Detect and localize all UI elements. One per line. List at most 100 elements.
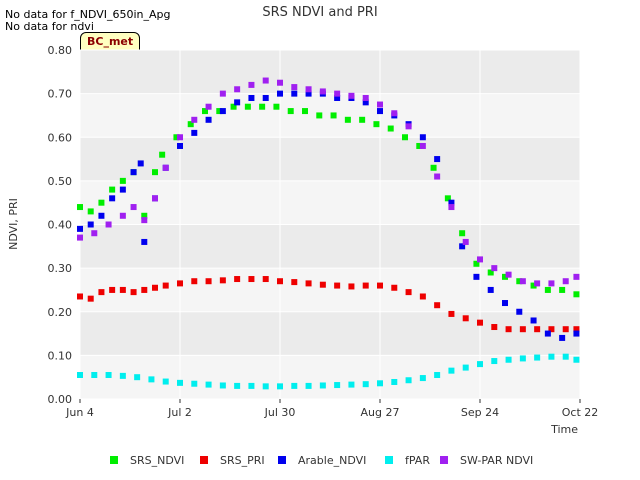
y-tick-label: 0.30 [48,262,73,275]
data-point [173,134,180,141]
data-point [477,319,483,326]
data-point [448,367,455,374]
data-point [119,212,126,219]
data-point [505,356,512,363]
data-point [444,195,451,202]
data-point [459,230,466,237]
data-point [91,372,98,379]
data-point [391,378,398,385]
data-point [191,278,198,285]
chart-title: SRS NDVI and PRI [262,5,377,20]
data-point [334,94,341,101]
data-point [277,79,283,86]
data-point [462,238,469,245]
data-point [130,289,137,296]
data-point [305,90,312,97]
data-point [419,142,426,149]
data-point [259,103,266,110]
x-tick-label: Aug 27 [361,406,400,419]
data-point [77,204,83,211]
data-point [130,169,137,176]
data-point [377,380,383,387]
data-point [205,116,212,123]
data-point [402,134,408,141]
data-point [77,372,83,379]
data-point [141,238,148,245]
data-point [105,372,112,379]
data-point [87,221,94,228]
data-point [291,84,298,91]
data-point [277,383,283,390]
data-point [291,279,298,286]
plot-area [80,50,580,399]
data-point [273,103,280,110]
data-point [505,271,512,278]
data-point [119,286,126,293]
legend-label: fPAR [405,454,430,467]
y-tick-label: 0.50 [48,175,73,188]
data-point [334,90,341,97]
data-point [559,286,566,293]
data-point [348,92,355,99]
data-point [119,372,126,379]
data-point [434,173,441,180]
data-point [544,286,551,293]
data-point [448,199,455,206]
data-point [344,116,351,123]
data-point [573,356,580,363]
data-point [573,291,580,298]
data-point [562,278,569,285]
data-point [516,308,523,315]
data-point [162,164,169,171]
data-point [219,277,226,284]
bc-met-tag: BC_met [80,32,141,51]
data-point [519,355,526,362]
data-point [377,101,383,108]
data-point [262,276,269,283]
data-point [348,283,355,290]
data-point [373,121,380,128]
series-srs-pri [77,276,580,333]
plot-band [80,311,580,356]
data-point [244,103,251,110]
data-point [77,225,83,232]
data-point [91,230,98,237]
plot-band [80,355,580,399]
data-point [191,116,198,123]
plot-band [80,224,580,269]
data-point [362,94,369,101]
data-point [430,164,437,171]
series-sw-par-ndvi [77,77,580,287]
data-point [162,282,169,289]
legend-label: SRS_NDVI [130,454,184,467]
data-point [477,361,483,368]
y-tick-label: 0.20 [48,306,73,319]
legend-swatch [385,456,393,464]
data-point [434,156,441,163]
data-point [319,382,326,389]
data-point [573,326,580,333]
data-point [205,381,212,388]
data-point [234,276,241,283]
data-point [544,330,551,337]
data-point [405,289,412,296]
data-point [177,142,183,149]
data-point [491,358,498,365]
data-point [416,142,423,149]
data-point [359,116,366,123]
data-point [405,377,412,384]
y-tick-label: 0.60 [48,131,73,144]
data-point [219,382,226,389]
x-tick-label: Jul 30 [264,406,296,419]
data-point [119,186,126,193]
data-point [291,90,298,97]
data-point [319,88,326,95]
data-point [434,372,441,379]
data-point [305,382,312,389]
data-point [487,269,494,276]
data-point [419,293,426,300]
y-axis-label: NDVI, PRI [7,198,20,250]
data-point [534,280,541,287]
data-point [191,129,198,136]
